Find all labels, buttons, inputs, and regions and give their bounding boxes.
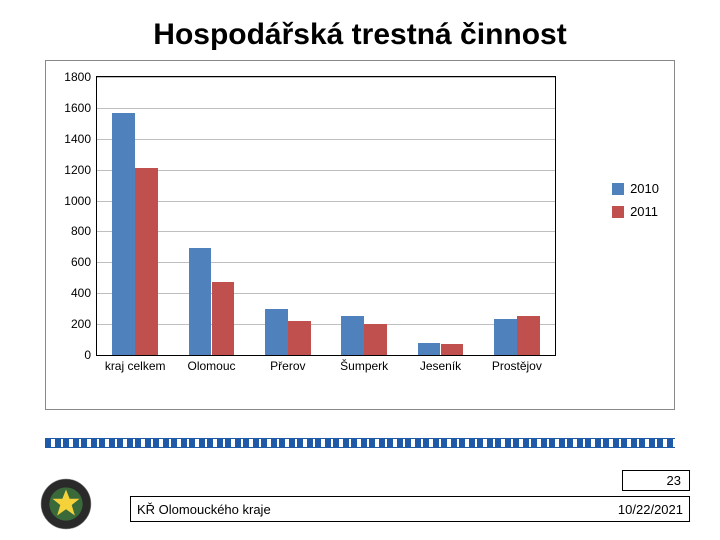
y-tick-label: 400 xyxy=(71,286,91,300)
legend-label: 2011 xyxy=(630,204,658,219)
chart-container: 0 200 400 600 800 1000 1200 1400 1600 1800 kraj ce… xyxy=(45,60,675,410)
y-tick-label: 1600 xyxy=(64,101,91,115)
bar-2010-4 xyxy=(418,343,441,355)
police-logo xyxy=(40,478,92,530)
gridline xyxy=(97,324,555,325)
plot-area: 020040060080010001200140016001800kraj ce… xyxy=(96,76,556,356)
gridline xyxy=(97,293,555,294)
legend-label: 2010 xyxy=(630,181,659,196)
y-tick-label: 1200 xyxy=(64,163,91,177)
y-tick-label: 1400 xyxy=(64,132,91,146)
x-tick-label: kraj celkem xyxy=(105,359,166,373)
y-tick-label: 0 xyxy=(84,348,91,362)
y-tick-label: 200 xyxy=(71,317,91,331)
bar-2011-3 xyxy=(364,324,387,355)
bar-2011-5 xyxy=(517,316,540,355)
gridline xyxy=(97,77,555,78)
legend-swatch xyxy=(612,206,624,218)
y-tick-label: 800 xyxy=(71,224,91,238)
bar-2011-4 xyxy=(441,344,464,355)
x-tick-label: Šumperk xyxy=(340,359,388,373)
bar-2010-5 xyxy=(494,319,517,355)
gridline xyxy=(97,170,555,171)
x-tick-label: Přerov xyxy=(270,359,305,373)
x-tick-label: Olomouc xyxy=(187,359,235,373)
bar-2010-3 xyxy=(341,316,364,355)
legend-item-2010: 2010 xyxy=(612,181,659,196)
bar-2010-2 xyxy=(265,309,288,355)
slide-title: Hospodářská trestná činnost xyxy=(0,0,720,60)
decorative-stripe xyxy=(45,438,675,448)
legend-item-2011: 2011 xyxy=(612,204,659,219)
y-tick-label: 600 xyxy=(71,255,91,269)
gridline xyxy=(97,231,555,232)
bar-2011-2 xyxy=(288,321,311,355)
footer-date: 10/22/2021 xyxy=(618,502,683,517)
bar-2010-0 xyxy=(112,113,135,355)
bar-2011-1 xyxy=(212,282,235,355)
y-tick-label: 1800 xyxy=(64,70,91,84)
legend-swatch xyxy=(612,183,624,195)
gridline xyxy=(97,262,555,263)
bar-2010-1 xyxy=(189,248,212,355)
x-tick-label: Jeseník xyxy=(420,359,461,373)
legend: 2010 2011 xyxy=(612,181,659,227)
y-tick-label: 1000 xyxy=(64,194,91,208)
footer-org: KŘ Olomouckého kraje xyxy=(137,502,271,517)
footer: 23 KŘ Olomouckého kraje 10/22/2021 xyxy=(40,470,690,530)
gridline xyxy=(97,108,555,109)
bar-2011-0 xyxy=(135,168,158,355)
gridline xyxy=(97,201,555,202)
x-tick-label: Prostějov xyxy=(492,359,542,373)
gridline xyxy=(97,139,555,140)
page-number: 23 xyxy=(622,470,690,491)
